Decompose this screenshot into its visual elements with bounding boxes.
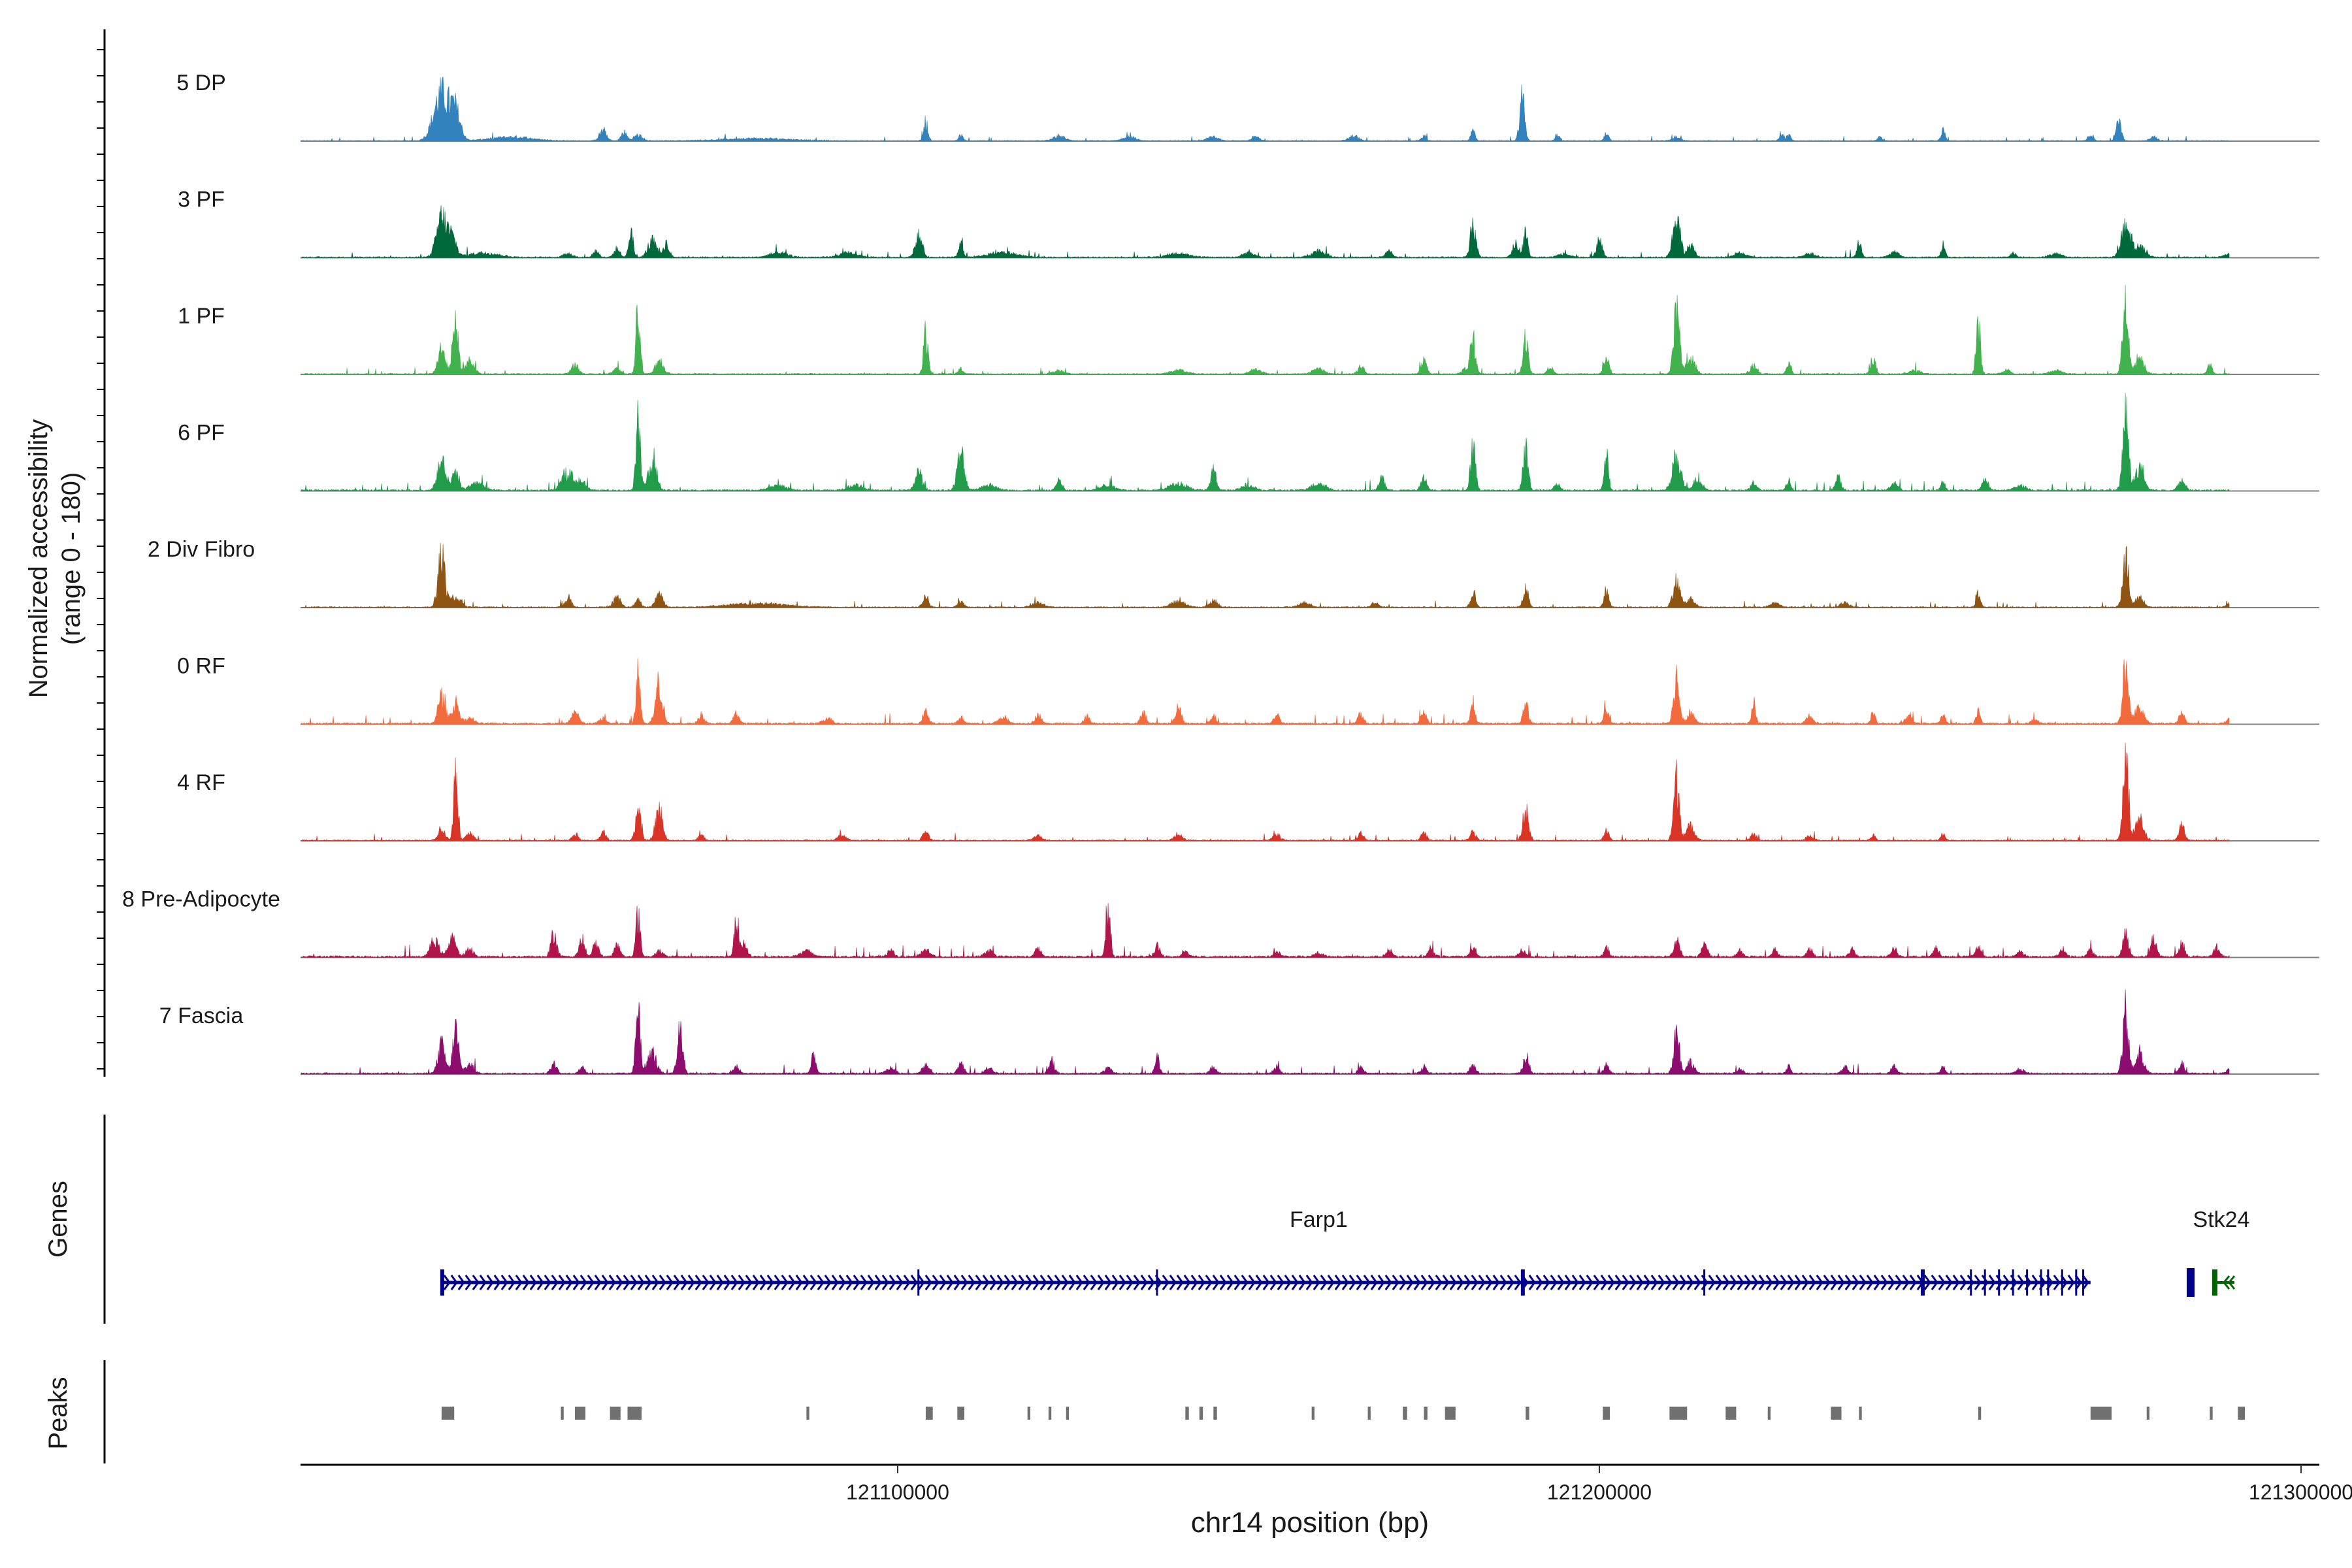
peak-region	[441, 1407, 455, 1420]
genes-panel-label: Genes	[44, 1181, 73, 1258]
farp1-exon	[1520, 1269, 1525, 1296]
coverage-tracks: 5 DP 3 PF 1 PF 6 PF 2 Div Fibro 0 RF 4 RF 8 Pre…	[122, 71, 2319, 1075]
track-label: 6 PF	[178, 421, 225, 446]
peak-region	[1199, 1407, 1203, 1420]
track-7: 8 Pre-Adipocyte	[122, 887, 2319, 958]
track-8: 7 Fascia	[159, 989, 2319, 1075]
peak-region	[627, 1407, 642, 1420]
farp1-exon	[1703, 1269, 1706, 1296]
peak-region	[1526, 1407, 1529, 1420]
peak-region	[1185, 1407, 1189, 1420]
peak-region	[1767, 1407, 1771, 1420]
track-label: 1 PF	[178, 304, 225, 329]
peak-region	[1978, 1407, 1982, 1420]
peak-region	[1027, 1407, 1030, 1420]
coverage-area	[301, 284, 2230, 375]
peak-region	[2090, 1407, 2112, 1420]
peak-region	[1403, 1407, 1407, 1420]
peak-region	[1367, 1407, 1371, 1420]
coverage-y-axis	[97, 29, 106, 1077]
farp1-exon	[2075, 1269, 2078, 1296]
peak-region	[1213, 1407, 1217, 1420]
peak-region	[574, 1407, 586, 1420]
track-6: 4 RF	[177, 742, 2319, 841]
track-0: 5 DP	[176, 71, 2319, 142]
peak-region	[610, 1407, 621, 1420]
coverage-area	[301, 658, 2230, 725]
peak-region	[1066, 1407, 1070, 1420]
peak-region	[2210, 1407, 2213, 1420]
farp1-exon	[2061, 1269, 2063, 1296]
peak-region	[957, 1407, 965, 1420]
peak-region	[1424, 1407, 1428, 1420]
farp1-exon	[1156, 1269, 1158, 1296]
farp1-exon	[2040, 1269, 2042, 1296]
farp1-exon	[1921, 1269, 1925, 1296]
stk24-strand-arrows	[2223, 1275, 2236, 1290]
farp1-gene-label: Farp1	[1290, 1207, 1348, 1232]
stk24-gene-label: Stk24	[2193, 1207, 2250, 1232]
farp1-exon-end	[2187, 1268, 2195, 1297]
track-2: 1 PF	[178, 284, 2319, 375]
peaks-panel-label: Peaks	[44, 1377, 73, 1449]
track-label: 2 Div Fibro	[148, 537, 255, 562]
coverage-area	[301, 989, 2230, 1075]
coverage-area	[301, 542, 2230, 608]
peak-region	[1831, 1407, 1842, 1420]
y-axis-label-line2: (range 0 - 180)	[57, 472, 86, 645]
farp1-exon	[1984, 1269, 1986, 1296]
track-label: 7 Fascia	[159, 1004, 244, 1028]
peak-region	[1669, 1407, 1688, 1420]
track-1: 3 PF	[178, 188, 2319, 259]
farp1-exon	[1998, 1269, 2001, 1296]
peak-region	[925, 1407, 933, 1420]
coverage-area	[301, 742, 2230, 841]
x-axis-label: chr14 position (bp)	[1191, 1507, 1429, 1539]
peak-region	[806, 1407, 809, 1420]
genes-track: Farp1 Stk24	[440, 1207, 2250, 1297]
x-tick-label: 121300000	[2249, 1480, 2352, 1504]
farp1-strand-arrows	[443, 1275, 2089, 1290]
x-tick-label: 121100000	[846, 1480, 949, 1504]
peak-region	[1445, 1407, 1456, 1420]
x-axis: 121100000 121200000 121300000	[301, 1463, 2352, 1504]
coverage-area	[301, 76, 2230, 142]
track-label: 5 DP	[176, 71, 226, 95]
coverage-area	[301, 393, 2230, 492]
track-label: 3 PF	[178, 188, 225, 212]
x-tick-label: 121200000	[1547, 1480, 1652, 1504]
farp1-exon	[2047, 1269, 2050, 1296]
peak-region	[2238, 1407, 2246, 1420]
farp1-exon	[2082, 1269, 2085, 1296]
y-axis-label-line1: Normalized accessibility	[24, 419, 53, 698]
coverage-area	[301, 903, 2230, 958]
peak-region	[561, 1407, 564, 1420]
peak-region	[1725, 1407, 1737, 1420]
farp1-exon	[2026, 1269, 2029, 1296]
peaks-track	[441, 1407, 2246, 1420]
track-3: 6 PF	[178, 393, 2319, 492]
farp1-exon	[2012, 1269, 2014, 1296]
peak-region	[1859, 1407, 1862, 1420]
farp1-exon	[440, 1269, 444, 1296]
farp1-exon	[1970, 1269, 1972, 1296]
track-5: 0 RF	[177, 654, 2319, 725]
peak-region	[2146, 1407, 2150, 1420]
track-label: 8 Pre-Adipocyte	[122, 887, 280, 912]
coverage-area	[301, 205, 2230, 259]
track-label: 4 RF	[177, 770, 225, 795]
peak-region	[1311, 1407, 1315, 1420]
track-4: 2 Div Fibro	[148, 537, 2319, 608]
peak-region	[1048, 1407, 1052, 1420]
track-label: 0 RF	[177, 654, 225, 679]
peak-region	[1603, 1407, 1610, 1420]
farp1-exon	[917, 1269, 920, 1296]
